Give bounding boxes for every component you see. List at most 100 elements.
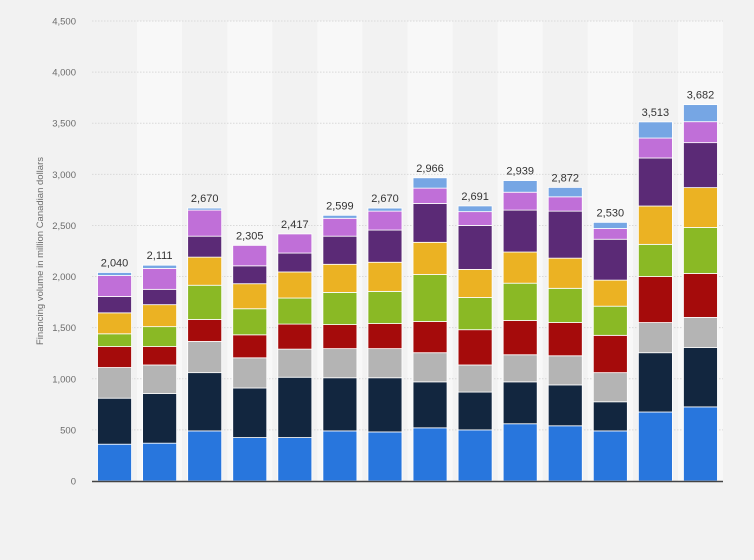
bar-segment-series-9 xyxy=(412,177,448,189)
bar-segment-series-8 xyxy=(322,217,358,237)
bar-segment-series-6 xyxy=(97,312,132,335)
bar-segment-series-8 xyxy=(97,275,132,297)
y-tick-label: 1,000 xyxy=(52,374,76,385)
bar-segment-series-2 xyxy=(232,387,268,438)
total-label: 2,691 xyxy=(461,191,489,203)
bar-segment-series-8 xyxy=(142,267,178,290)
y-tick-label: 3,500 xyxy=(52,119,76,130)
bar-segment-series-9 xyxy=(547,187,583,198)
bar-segment-series-4 xyxy=(367,323,403,350)
total-label: 2,939 xyxy=(506,166,534,178)
bar-segment-series-6 xyxy=(187,256,223,286)
total-label: 2,872 xyxy=(551,172,579,184)
bar-segment-series-6 xyxy=(592,279,628,307)
bar-segment-series-2 xyxy=(592,401,628,432)
bar-stack xyxy=(367,207,403,482)
bar-segment-series-6 xyxy=(547,257,583,289)
bar-segment-series-8 xyxy=(502,191,538,211)
bar-segment-series-1 xyxy=(322,430,358,482)
bar-segment-series-4 xyxy=(457,329,493,366)
bar-segment-series-9 xyxy=(683,104,718,123)
bar-segment-series-5 xyxy=(683,227,718,274)
y-tick-label: 2,500 xyxy=(52,221,76,232)
bar-segment-series-4 xyxy=(637,276,673,323)
bar-stack xyxy=(457,205,493,482)
bar-segment-series-9 xyxy=(502,180,538,193)
bar-segment-series-1 xyxy=(142,442,178,482)
bar-segment-series-3 xyxy=(502,354,538,383)
bar-segment-series-3 xyxy=(232,357,268,389)
bar-segment-series-4 xyxy=(142,346,178,366)
bar-segment-series-6 xyxy=(502,251,538,284)
bar-segment-series-1 xyxy=(637,411,673,482)
bar-segment-series-4 xyxy=(232,334,268,359)
bar-segment-series-8 xyxy=(367,210,403,231)
bar-segment-series-4 xyxy=(322,324,358,350)
bar-segment-series-5 xyxy=(592,305,628,336)
bar-segment-series-5 xyxy=(502,282,538,321)
bar-segment-series-7 xyxy=(592,238,628,281)
bar-segment-series-1 xyxy=(367,431,403,482)
bar-segment-series-1 xyxy=(97,443,132,482)
bar-segment-series-3 xyxy=(97,367,132,399)
bar-segment-series-2 xyxy=(97,397,132,445)
bar-segment-series-3 xyxy=(412,352,448,383)
total-label: 2,966 xyxy=(416,163,444,175)
bar-segment-series-6 xyxy=(412,241,448,275)
bar-segment-series-1 xyxy=(412,427,448,482)
bar-segment-series-2 xyxy=(457,391,493,431)
bar-segment-series-9 xyxy=(592,221,628,229)
bar-segment-series-9 xyxy=(97,272,132,276)
bar-stack xyxy=(547,187,583,482)
bar-segment-series-9 xyxy=(457,205,493,213)
bar-segment-series-2 xyxy=(547,384,583,427)
bar-stack xyxy=(277,233,313,482)
bar-segment-series-6 xyxy=(683,187,718,228)
bar-stack xyxy=(232,244,268,482)
total-label: 2,670 xyxy=(371,193,399,205)
bar-segment-series-3 xyxy=(187,341,223,374)
bar-segment-series-6 xyxy=(277,271,313,299)
bar-segment-series-6 xyxy=(457,268,493,298)
total-label: 2,040 xyxy=(101,257,129,269)
bar-segment-series-7 xyxy=(412,203,448,243)
bar-segment-series-8 xyxy=(547,196,583,212)
bar-segment-series-3 xyxy=(367,348,403,379)
bar-segment-series-7 xyxy=(322,235,358,265)
bar-segment-series-6 xyxy=(142,304,178,328)
bar-segment-series-4 xyxy=(592,334,628,374)
bar-segment-series-5 xyxy=(142,326,178,347)
bar-segment-series-2 xyxy=(142,393,178,444)
bar-segment-series-8 xyxy=(592,228,628,240)
bar-stack xyxy=(637,121,673,482)
bar-segment-series-3 xyxy=(277,348,313,378)
bar-segment-series-1 xyxy=(683,406,718,482)
bar-stack xyxy=(592,221,628,482)
bar-segment-series-5 xyxy=(637,243,673,277)
bar-segment-series-9 xyxy=(322,214,358,219)
total-label: 2,305 xyxy=(236,230,264,242)
bar-segment-series-5 xyxy=(232,308,268,336)
y-tick-label: 2,000 xyxy=(52,272,76,283)
bar-segment-series-9 xyxy=(187,207,223,211)
bar-segment-series-3 xyxy=(142,364,178,395)
bar-segment-series-1 xyxy=(592,430,628,482)
bar-segment-series-4 xyxy=(412,321,448,354)
y-tick-label: 3,000 xyxy=(52,170,76,181)
y-tick-label: 0 xyxy=(71,477,76,488)
bar-segment-series-4 xyxy=(683,273,718,318)
bar-segment-series-4 xyxy=(502,320,538,356)
bar-segment-series-5 xyxy=(187,284,223,320)
bar-segment-series-2 xyxy=(683,347,718,408)
bar-segment-series-7 xyxy=(142,288,178,306)
bar-segment-series-3 xyxy=(547,355,583,386)
bar-stack xyxy=(187,207,223,482)
bar-segment-series-2 xyxy=(367,377,403,433)
bar-segment-series-1 xyxy=(457,429,493,482)
y-tick-label: 4,500 xyxy=(52,17,76,28)
total-labels: 2,040 2,111 2,670 2,305 2,417 2,599 2,670 2,966… xyxy=(101,90,714,270)
bar-segment-series-7 xyxy=(637,157,673,207)
y-tick-label: 4,000 xyxy=(52,68,76,79)
bar-segment-series-1 xyxy=(232,437,268,482)
bar-segment-series-1 xyxy=(187,430,223,482)
